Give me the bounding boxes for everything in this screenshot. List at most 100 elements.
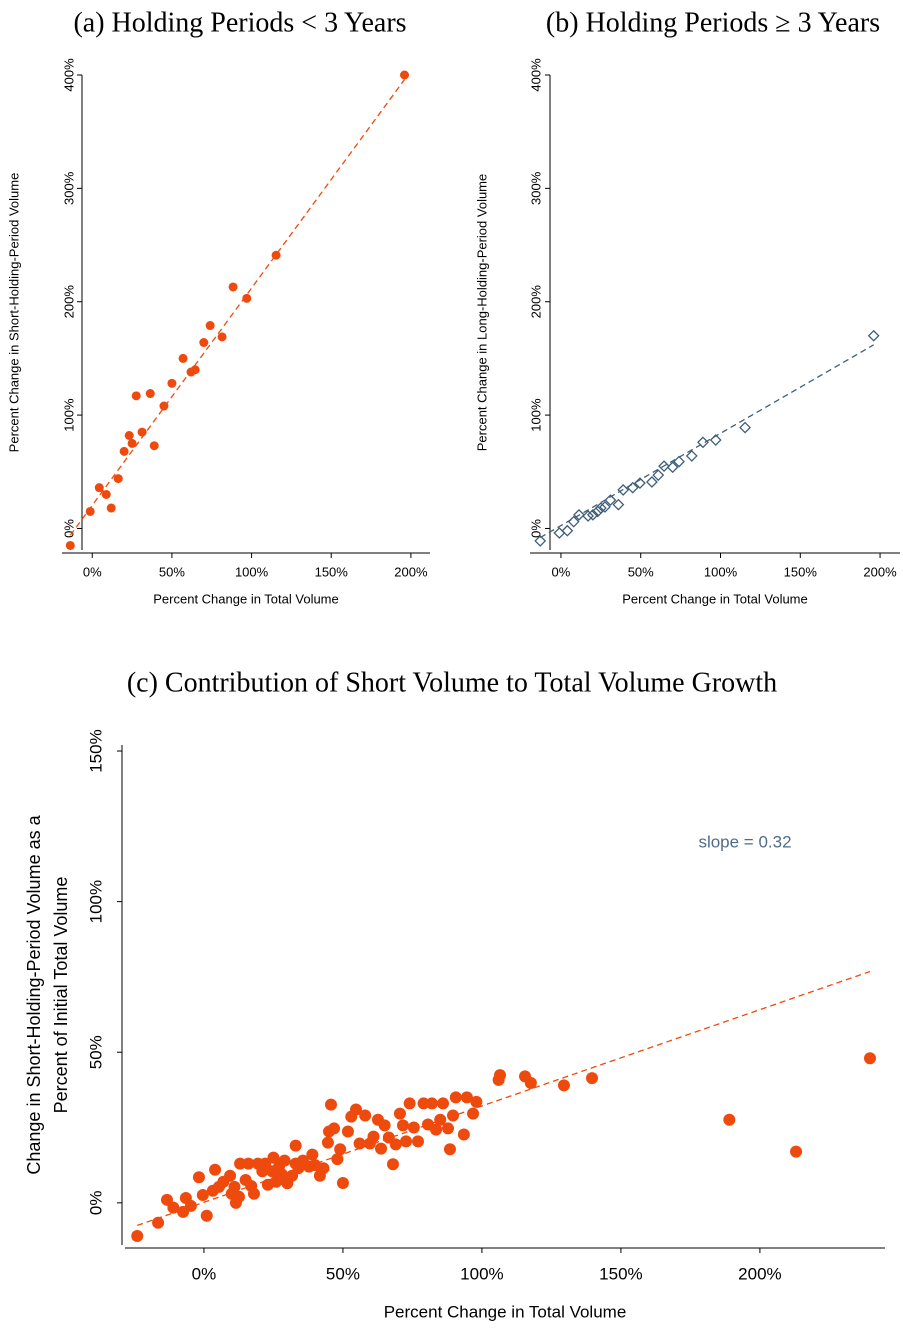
point: [400, 70, 410, 80]
point: [259, 1157, 272, 1170]
x-tick-label: 0%: [192, 1264, 217, 1283]
y-tick-label: 150%: [86, 729, 105, 772]
point: [94, 483, 104, 493]
point: [228, 282, 238, 292]
point: [267, 1151, 280, 1164]
y-tick-label: 0%: [528, 519, 543, 538]
point: [275, 1168, 288, 1181]
point: [324, 1098, 337, 1111]
point: [470, 1095, 483, 1108]
point: [389, 1138, 402, 1151]
point: [85, 506, 95, 516]
point: [645, 476, 658, 488]
point: [634, 477, 646, 490]
point: [196, 1189, 209, 1201]
point: [697, 436, 709, 449]
point: [289, 1139, 302, 1152]
point: [739, 421, 751, 434]
point: [666, 461, 679, 474]
point: [582, 510, 594, 522]
y-tick-label: 0%: [61, 519, 76, 538]
point: [417, 1097, 430, 1110]
point: [167, 378, 177, 388]
x-axis-title: Percent Change in Total Volume: [153, 591, 339, 606]
point: [247, 1187, 260, 1200]
point: [145, 389, 155, 399]
x-tick-label: 0%: [83, 564, 102, 579]
point: [159, 401, 169, 411]
point: [178, 353, 188, 363]
point: [331, 1153, 344, 1166]
y-tick-label: 400%: [528, 58, 543, 92]
point: [400, 1135, 413, 1148]
point: [626, 481, 639, 494]
point: [131, 1229, 144, 1242]
point: [524, 1076, 537, 1089]
y-tick-label: 50%: [86, 1035, 105, 1069]
point: [467, 1107, 480, 1120]
point: [200, 1209, 213, 1222]
y-tick-label: 200%: [61, 285, 76, 319]
annotation: slope = 0.32: [698, 832, 791, 851]
point: [561, 524, 574, 537]
point: [101, 489, 111, 499]
point: [673, 455, 685, 468]
point: [442, 1122, 455, 1135]
y-tick-label: 100%: [61, 398, 76, 432]
point: [612, 498, 625, 511]
point: [65, 540, 75, 550]
point: [205, 321, 215, 331]
point: [199, 338, 209, 348]
point: [617, 483, 630, 496]
panel-title: (a) Holding Periods < 3 Years: [73, 7, 406, 38]
x-tick-label: 150%: [599, 1264, 642, 1283]
point: [192, 1171, 205, 1184]
point: [350, 1103, 363, 1116]
point: [242, 1157, 255, 1170]
point: [232, 1190, 245, 1203]
point: [567, 515, 580, 528]
point: [234, 1157, 247, 1170]
y-tick-label: 200%: [528, 285, 543, 319]
y-tick-label: 100%: [528, 398, 543, 432]
point: [425, 1097, 438, 1110]
y-tick-label: 0%: [86, 1191, 105, 1216]
point: [403, 1097, 416, 1110]
point: [367, 1130, 380, 1143]
point: [407, 1121, 420, 1134]
x-tick-label: 200%: [863, 564, 897, 579]
y-tick-label: 300%: [61, 171, 76, 205]
x-tick-label: 200%: [738, 1264, 781, 1283]
x-tick-label: 100%: [704, 564, 738, 579]
point: [386, 1158, 399, 1171]
x-tick-label: 50%: [326, 1264, 360, 1283]
point: [137, 427, 147, 437]
point: [217, 332, 227, 342]
point: [375, 1142, 388, 1155]
point: [685, 449, 698, 462]
point: [493, 1069, 506, 1082]
x-tick-label: 50%: [628, 564, 654, 579]
x-tick-label: 100%: [235, 564, 269, 579]
point: [228, 1180, 241, 1193]
point: [184, 1199, 197, 1212]
point: [709, 434, 722, 446]
point: [790, 1145, 803, 1158]
point: [430, 1123, 443, 1136]
point: [321, 1136, 334, 1149]
point: [209, 1163, 222, 1176]
point: [359, 1109, 372, 1122]
y-tick-label: 400%: [61, 58, 76, 92]
point: [594, 502, 607, 514]
point: [271, 250, 281, 260]
y-axis-title: Percent of Initial Total Volume: [51, 877, 71, 1114]
point: [242, 293, 252, 303]
point: [867, 329, 880, 342]
trend-line: [69, 79, 406, 536]
point: [152, 1216, 165, 1229]
panel-title: (b) Holding Periods ≥ 3 Years: [546, 7, 880, 38]
point: [119, 446, 129, 456]
x-tick-label: 50%: [159, 564, 185, 579]
point: [334, 1143, 347, 1156]
